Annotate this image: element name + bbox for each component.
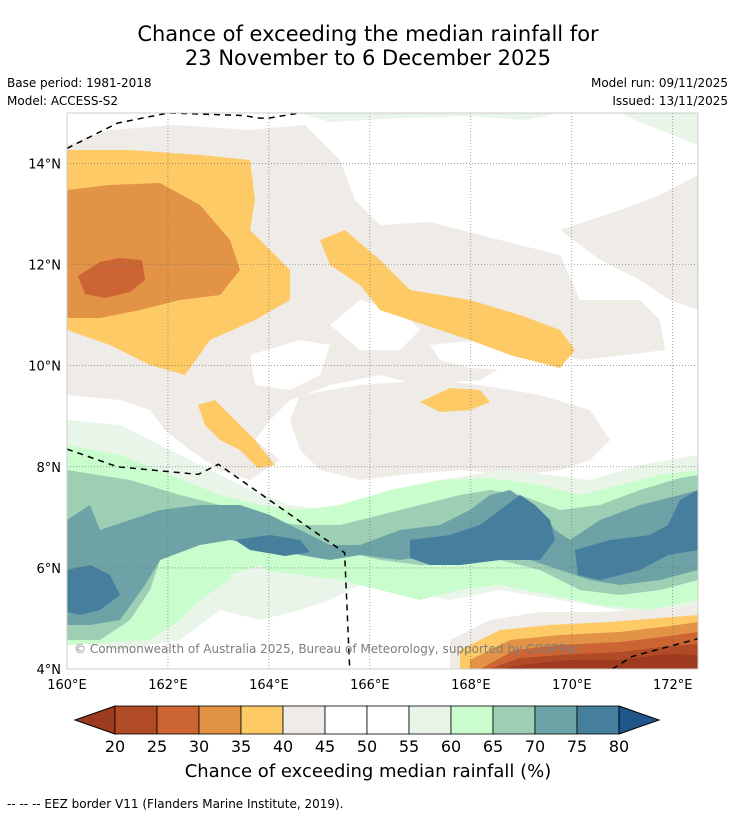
contour-white-east — [585, 345, 698, 440]
colorbar-swatch — [198, 705, 242, 735]
eez-border — [67, 113, 698, 669]
model-run-label: Model run: 09/11/2025 — [590, 76, 728, 90]
colorbar-label: Chance of exceeding median rainfall (%) — [184, 761, 552, 782]
contour-yellow-small — [420, 388, 490, 412]
colorbar-tick-label: 35 — [231, 737, 251, 756]
issued-label: Issued: 13/11/2025 — [612, 94, 728, 108]
colorbar-tick-label: 30 — [189, 737, 209, 756]
x-tick-label: 166°E — [350, 678, 390, 693]
colorbar-tick-label: 45 — [315, 737, 335, 756]
y-tick-label: 6°N — [37, 562, 62, 577]
contour-beige-east — [560, 175, 698, 310]
colorbar-swatch — [450, 705, 494, 735]
contour-deep-blue-mid-east — [410, 495, 555, 565]
contour-light-green-north — [300, 113, 560, 122]
y-tick-label: 8°N — [37, 461, 62, 476]
colorbar-tick-label: 25 — [147, 737, 167, 756]
copyright-watermark: © Commonwealth of Australia 2025, Bureau… — [74, 642, 579, 656]
eez-footnote: -- -- -- EEZ border V11 (Flanders Marine… — [7, 797, 344, 811]
contour-yellow-tongue — [198, 400, 275, 468]
contour-white-hole-south — [230, 565, 280, 592]
colorbar-swatch — [366, 705, 410, 735]
eez-border-line — [611, 637, 698, 669]
colorbar-tick-label: 20 — [105, 737, 125, 756]
chart-title-line2: 23 November to 6 December 2025 — [184, 46, 552, 70]
colorbar-swatch — [492, 705, 536, 735]
model-label: Model: ACCESS-S2 — [7, 94, 119, 108]
colorbar-swatch — [324, 705, 368, 735]
colorbar-swatch — [282, 705, 326, 735]
contour-white-hole-1 — [250, 340, 330, 390]
y-tick-label: 14°N — [28, 158, 61, 173]
chart-title-line1: Chance of exceeding the median rainfall … — [137, 22, 599, 46]
contour-deep-blue-east — [575, 490, 698, 580]
contour-brown-south-east — [500, 654, 698, 669]
contour-dark-orange-north-west — [78, 258, 145, 298]
colorbar-tick-label: 40 — [273, 737, 293, 756]
x-tick-label: 172°E — [653, 678, 693, 693]
contour-deep-blue-central — [235, 535, 310, 556]
colorbar-swatch — [576, 705, 620, 735]
y-tick-label: 12°N — [28, 259, 61, 274]
contour-light-green-north-east — [620, 113, 698, 145]
x-tick-label: 162°E — [148, 678, 188, 693]
colorbar-tick-label: 75 — [567, 737, 587, 756]
colorbar-swatch — [534, 705, 578, 735]
colorbar-swatch — [114, 705, 158, 735]
contour-deep-blue-west — [67, 565, 120, 615]
colorbar-tick-label: 65 — [483, 737, 503, 756]
x-tick-label: 164°E — [249, 678, 289, 693]
y-tick-label: 10°N — [28, 360, 61, 375]
colorbar-swatch — [408, 705, 452, 735]
colorbar-extend-low — [73, 705, 116, 735]
contour-fields — [67, 113, 698, 669]
colorbar-tick-label: 80 — [609, 737, 629, 756]
eez-border-line — [67, 113, 300, 150]
base-period-label: Base period: 1981-2018 — [7, 76, 152, 90]
colorbar-tick-label: 50 — [357, 737, 377, 756]
x-tick-label: 170°E — [552, 678, 592, 693]
colorbar-extend-high — [618, 705, 661, 735]
x-tick-label: 168°E — [451, 678, 491, 693]
x-tick-label: 160°E — [47, 678, 87, 693]
colorbar: 20 25 30 35 40 45 50 55 60 65 70 75 80 — [73, 705, 661, 756]
plot-frame — [66, 112, 699, 670]
colorbar-tick-label: 70 — [525, 737, 545, 756]
colorbar-tick-label: 55 — [399, 737, 419, 756]
colorbar-swatch — [156, 705, 200, 735]
eez-border-line — [67, 448, 351, 669]
y-tick-label: 4°N — [37, 663, 62, 678]
colorbar-swatch — [240, 705, 284, 735]
colorbar-tick-label: 60 — [441, 737, 461, 756]
axis-ticks: 160°E 162°E 164°E 166°E 168°E 170°E 172°E 4°N 6°… — [28, 158, 692, 693]
contour-yellow-central — [320, 230, 575, 368]
